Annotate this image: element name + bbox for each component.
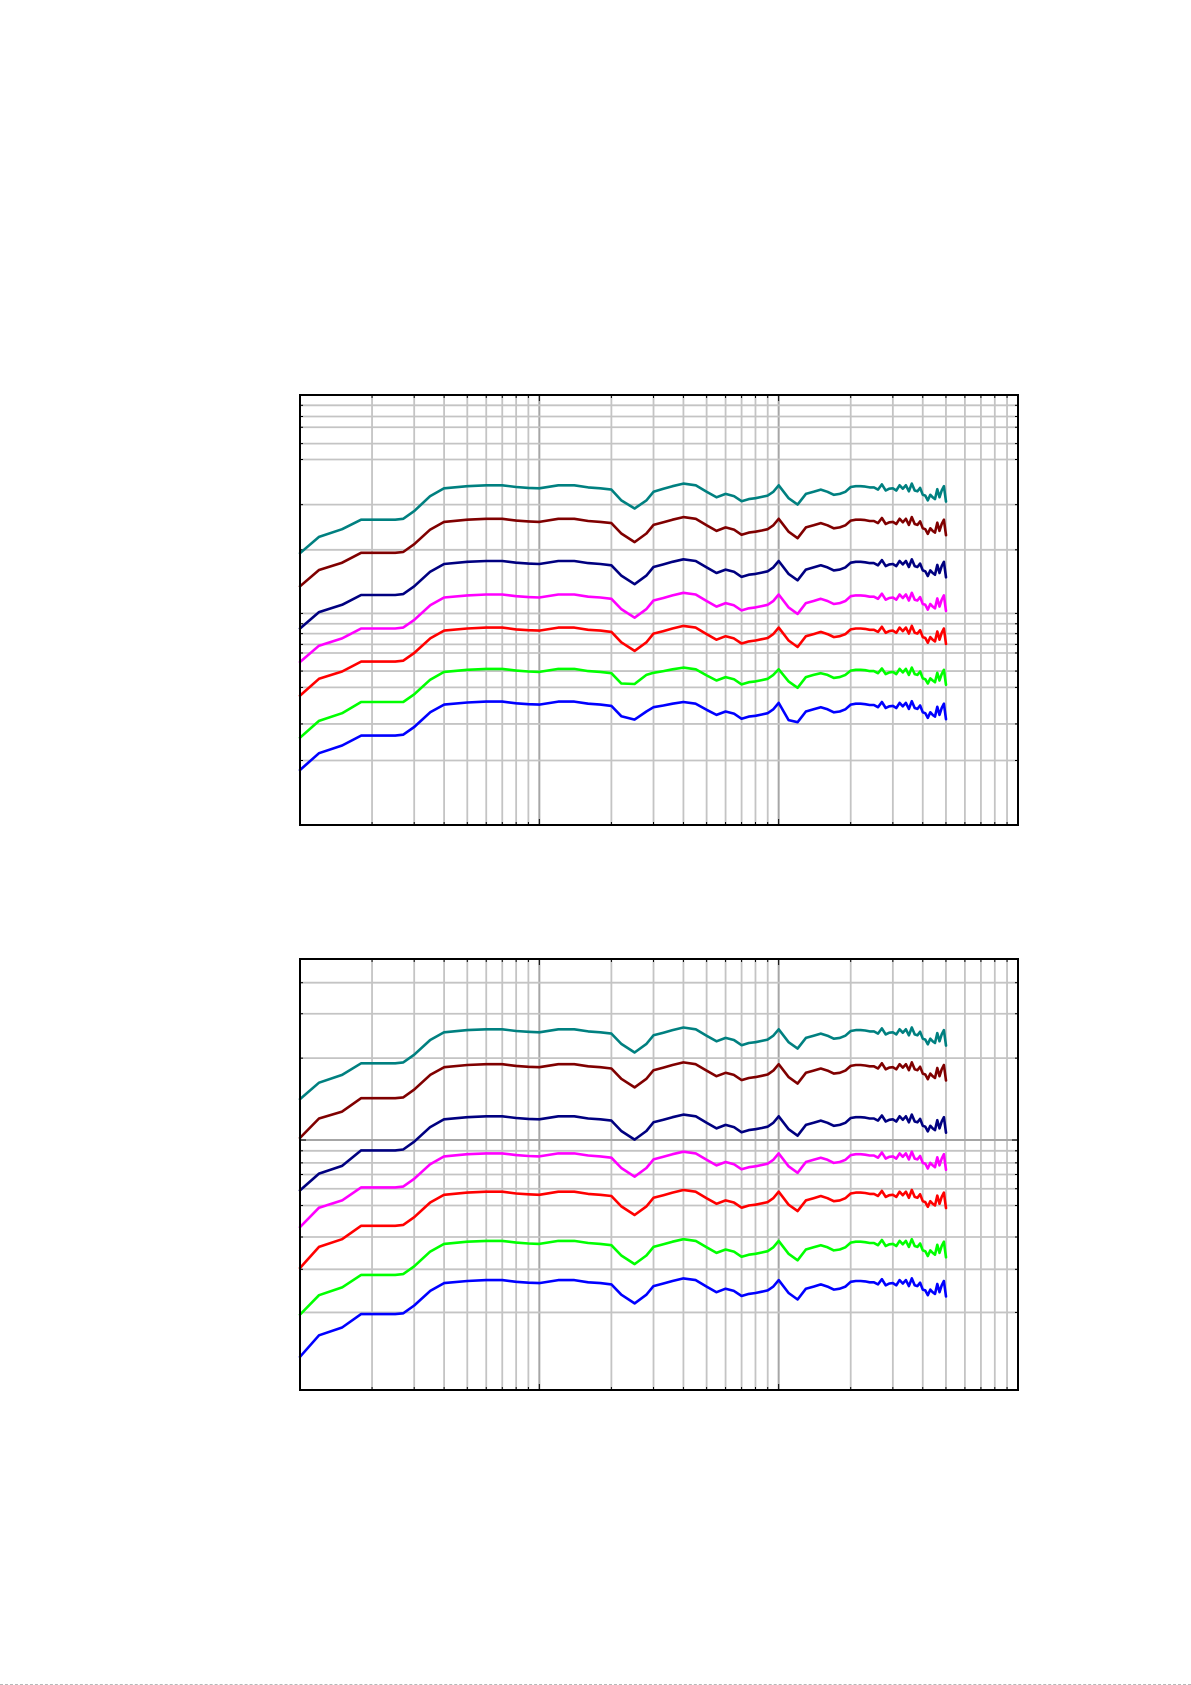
series-line-3 <box>298 557 948 630</box>
plot-frame <box>299 958 1019 1391</box>
series-line-6 <box>298 666 948 740</box>
series-line-7 <box>298 1277 948 1359</box>
series-line-5 <box>298 624 948 697</box>
series-line-6 <box>298 1237 948 1316</box>
series-line-1 <box>298 482 948 555</box>
series-line-5 <box>298 1188 948 1270</box>
series-line-7 <box>298 699 948 772</box>
series-line-4 <box>298 1150 948 1229</box>
series-line-2 <box>298 515 948 588</box>
series-line-1 <box>298 1026 948 1101</box>
series-line-2 <box>298 1061 948 1140</box>
plot-frame <box>299 394 1019 826</box>
series-line-3 <box>298 1113 948 1192</box>
series-line-4 <box>298 591 948 664</box>
plot-area <box>300 395 1018 825</box>
